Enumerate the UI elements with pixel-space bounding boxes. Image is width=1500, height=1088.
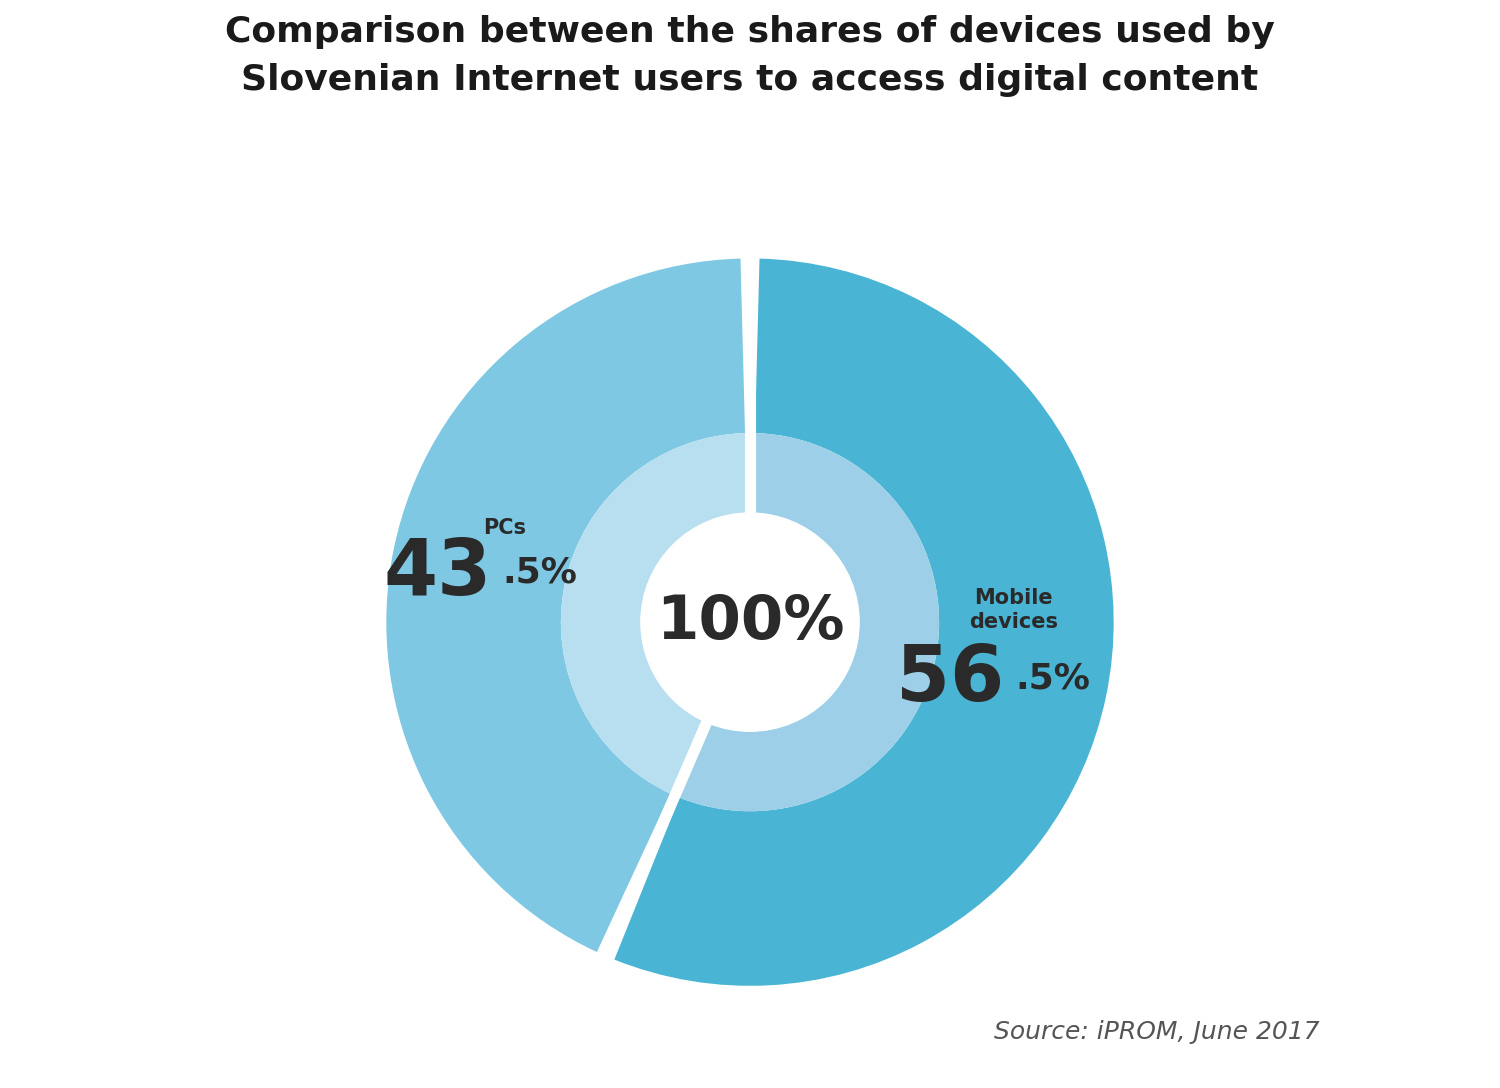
Wedge shape	[680, 433, 939, 812]
Wedge shape	[387, 259, 746, 952]
Wedge shape	[615, 259, 1113, 986]
Circle shape	[640, 514, 860, 731]
Text: 100%: 100%	[656, 593, 844, 652]
Text: 56: 56	[897, 641, 1005, 717]
Text: .5%: .5%	[1016, 662, 1090, 696]
Text: 43: 43	[384, 534, 492, 610]
Wedge shape	[561, 433, 747, 793]
Text: Mobile
devices: Mobile devices	[969, 589, 1058, 632]
Text: .5%: .5%	[503, 556, 578, 590]
Text: Source: iPROM, June 2017: Source: iPROM, June 2017	[994, 1021, 1320, 1044]
Text: PCs: PCs	[483, 518, 526, 539]
Title: Comparison between the shares of devices used by
Slovenian Internet users to acc: Comparison between the shares of devices…	[225, 15, 1275, 97]
